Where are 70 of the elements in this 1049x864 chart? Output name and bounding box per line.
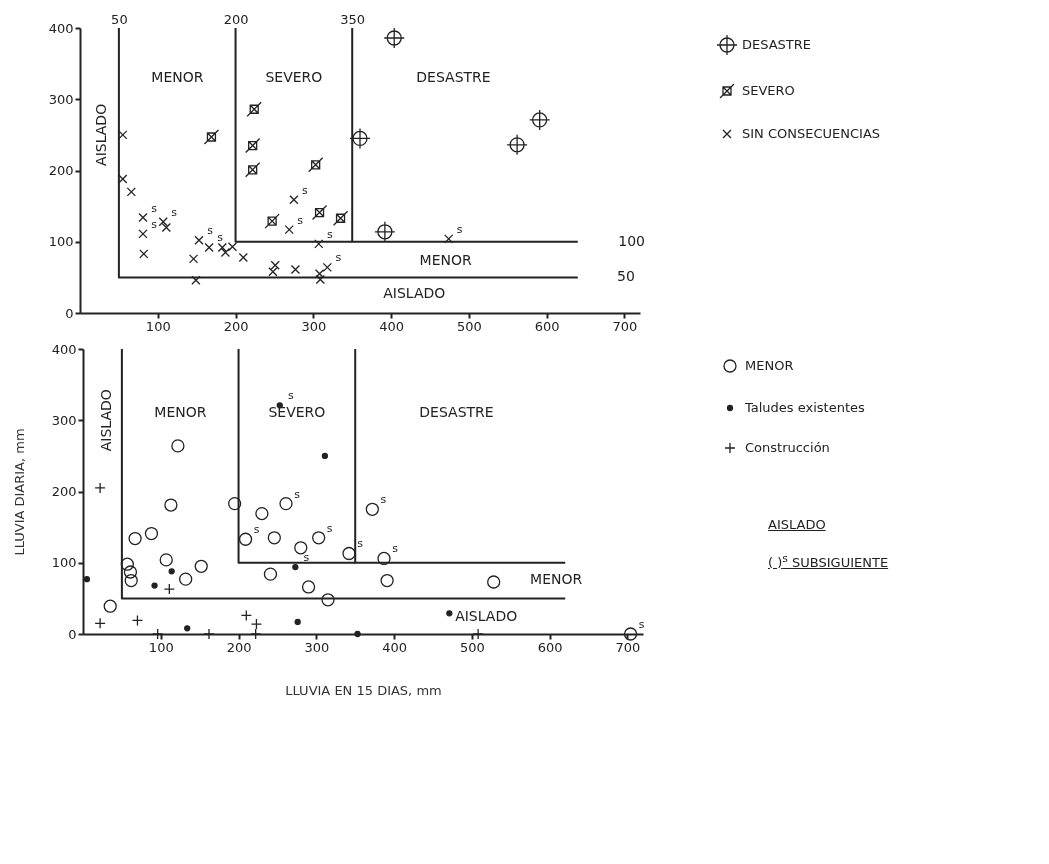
data-label: s [302,183,309,197]
x-tick-label: 600 [537,639,563,655]
annotation: AISLADO [97,389,114,452]
data-label: s [297,213,304,227]
legend-label: MENOR [745,358,794,373]
data-label: s [326,521,333,535]
x-tick-label: 200 [223,318,249,334]
annotation: MENOR [419,252,473,269]
legend-label: SEVERO [742,83,795,98]
x-tick-label: 300 [304,639,330,655]
data-label: s [303,551,310,565]
annotation: AISLADO [92,103,109,166]
x-tick-label: 500 [456,318,482,334]
y-tick-label: 400 [51,341,77,357]
x-tick-label: 500 [459,639,485,655]
y-axis-title: LLUVIA DIARIA, mm [11,428,27,556]
x-tick-label: 700 [612,318,638,334]
data-label: s [335,251,342,265]
data-label: s [287,389,294,403]
legend-label: SIN CONSECUENCIAS [742,126,881,141]
annotation: SEVERO [268,404,326,421]
data-label: s [380,493,387,507]
y-tick-label: 300 [48,91,74,107]
annotation: DESASTRE [419,404,494,421]
data-label: s [151,217,158,231]
annotation: MENOR [154,404,207,421]
y-tick-label: 100 [51,555,77,571]
x2-tick-label: 50 [111,11,128,27]
annotation: 100 [618,232,645,249]
data-label: s [357,537,364,551]
annotation: MENOR [530,570,583,587]
data-label: s [151,201,158,215]
x-axis-title: LLUVIA EN 15 DIAS, mm [285,682,442,698]
text: AISLADO [768,516,827,534]
legend-label: Construcción [745,440,830,455]
x-tick-label: 200 [226,639,252,655]
annotation: SEVERO [265,68,323,85]
data-label: s [207,224,214,238]
y-tick-label: 0 [68,626,77,642]
y-tick-label: 100 [48,234,74,250]
data-label: s [638,618,645,631]
x-tick-label: 700 [615,639,641,655]
x2-tick-label: 200 [223,11,249,27]
data-label: s [326,227,333,241]
y-tick-label: 200 [51,484,77,499]
legend-label: Taludes existentes [744,400,866,415]
data-label: s [456,222,463,236]
x-tick-label: 300 [301,318,327,334]
annotation: AISLADO [383,285,446,302]
data-label: s [294,487,301,501]
x-tick-label: 400 [382,639,408,655]
x-tick-label: 600 [534,318,560,334]
data-label: s [217,231,224,245]
y-tick-label: 0 [65,305,74,321]
annotation: MENOR [151,68,204,85]
data-label: s [253,523,260,537]
y-tick-label: 200 [48,163,74,178]
legend-label: DESASTRE [742,37,812,52]
x-tick-label: 100 [145,318,171,334]
data-label: s [392,542,399,556]
annotation: DESASTRE [416,68,491,85]
text: ( )$^{s}$ SUBSIGUIENTE [768,551,889,573]
annotation: 50 [617,268,635,285]
x2-tick-label: 350 [340,11,366,27]
x-tick-label: 400 [379,318,405,334]
data-label: s [171,205,178,219]
y-tick-label: 400 [48,20,74,36]
x-tick-label: 100 [148,639,174,655]
y-tick-label: 300 [51,412,77,428]
annotation: AISLADO [455,607,518,624]
